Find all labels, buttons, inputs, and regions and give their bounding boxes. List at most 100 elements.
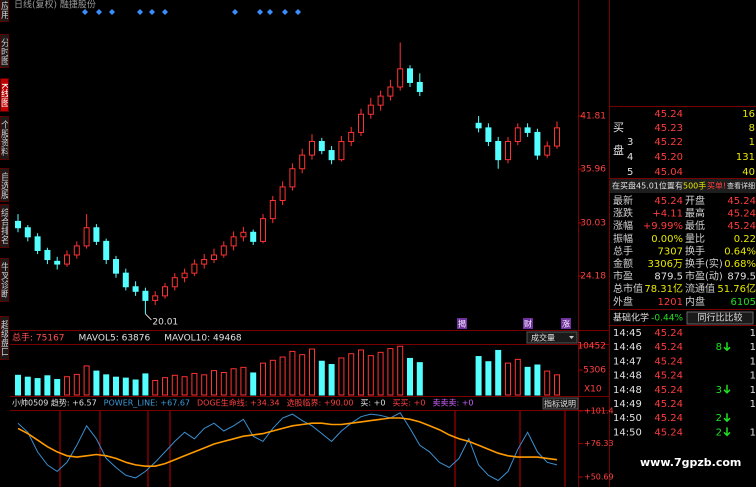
volume-bar [103, 374, 110, 396]
stat-label: 总手 [613, 244, 633, 257]
event-label: 财 [524, 319, 532, 329]
indicator-legend: POWER_LINE: +67.67 [104, 399, 190, 408]
trade-time: 14:49 [613, 399, 642, 410]
low-pointer [145, 313, 152, 321]
candle-body [318, 140, 325, 152]
stat-value: 879.5 [654, 272, 683, 283]
side-tab[interactable]: 个股资料 [0, 116, 9, 160]
event-label: 揭 [458, 319, 466, 329]
side-tab[interactable]: 自选股 [0, 168, 9, 202]
y-tick-label: +76.33 [584, 439, 614, 448]
stat-value: 7307 [658, 246, 683, 257]
volume-bar [24, 376, 31, 396]
book-side: 买 [613, 121, 624, 134]
trade-price: 45.24 [654, 413, 683, 424]
stat-label: 总市值 [613, 282, 643, 295]
volume-bar [181, 376, 188, 396]
trade-volume: 2 [716, 413, 722, 424]
sector-button[interactable] [686, 311, 754, 325]
side-tab[interactable]: 超级盘口 [0, 316, 9, 360]
candle-body [171, 277, 178, 288]
book-level: 3 [627, 137, 633, 148]
volume-selector[interactable] [526, 331, 578, 344]
volume-bar [514, 358, 521, 396]
volume-bar [416, 362, 423, 396]
indicator-legend: 小帅0509 趋势: +6.57 [12, 398, 97, 408]
stat-value: 3306万 [648, 259, 683, 270]
indicator-legend: 买买: +0 [392, 399, 425, 408]
stat-value: 45.24 [654, 196, 683, 207]
candle-body [397, 68, 404, 88]
indicator-legend: 买: +0 [360, 399, 385, 408]
book-side: 盘 [613, 143, 624, 157]
candle-body [230, 236, 237, 247]
stat-value: 45.24 [727, 196, 756, 207]
candle-body [250, 231, 257, 242]
volume-bar [171, 374, 178, 396]
candle-body [24, 227, 31, 238]
trade-arrow [723, 427, 731, 437]
volume-bar [122, 377, 129, 396]
alert-tag: 买单! [707, 181, 726, 191]
y-tick-label: 5306 [583, 366, 606, 376]
candle-body [64, 254, 70, 265]
candle-body [162, 286, 168, 297]
volume-bar [260, 362, 266, 396]
volume-bar [358, 349, 364, 396]
trade-price: 45.24 [654, 328, 683, 339]
volume-bar [397, 345, 404, 396]
indicator-legend: 选股临界: +90.00 [287, 398, 354, 408]
candle-body [113, 259, 119, 274]
candle-body [485, 127, 492, 142]
stat-value: +9.99% [643, 221, 683, 232]
stat-label: 涨跌 [613, 207, 633, 220]
stat-label: 换手 [685, 244, 705, 257]
candle-body [309, 140, 315, 156]
volume-selector-label: 成交量 [531, 333, 555, 343]
candle-body [201, 259, 208, 265]
book-volume: 8 [749, 123, 755, 134]
indicator-line [17, 412, 558, 482]
candle-body [220, 245, 227, 256]
volume-bar [475, 356, 482, 396]
alert-link[interactable]: 查看详细 [727, 181, 755, 190]
side-tab[interactable]: 应用 [0, 0, 9, 22]
volume-bar [73, 373, 80, 396]
candle-body [387, 86, 394, 97]
candle-body [328, 150, 335, 161]
y-tick-label: +101.4 [584, 406, 614, 415]
stat-label: 金额 [613, 257, 633, 270]
alert-qty: 500手 [683, 181, 706, 191]
side-tab[interactable]: 分时图 [0, 34, 9, 68]
side-tab[interactable]: 牛叉诊断 [0, 258, 9, 302]
stat-label: 振幅 [613, 232, 633, 245]
volume-bar [534, 364, 541, 396]
side-tab[interactable]: K线图 [0, 78, 9, 112]
alert-bar [610, 179, 756, 193]
trade-count: 1 [750, 356, 756, 367]
side-tab[interactable]: 综合排名 [0, 204, 9, 248]
candle-body [289, 168, 296, 188]
stat-value: 0.68% [724, 259, 756, 270]
volume-bar [211, 370, 217, 396]
candle-body [73, 245, 80, 256]
candle-body [407, 68, 413, 83]
trade-count: 1 [750, 385, 756, 396]
trade-price: 45.24 [654, 371, 683, 382]
stat-value: 0.22 [734, 234, 756, 245]
y-tick-label: 30.03 [580, 218, 606, 228]
candle-body [54, 260, 61, 265]
candle-body [495, 140, 502, 161]
book-volume: 16 [742, 109, 755, 120]
volume-bar [15, 374, 21, 396]
candle-body [279, 186, 286, 202]
volume-bar [387, 348, 394, 396]
trade-price: 45.24 [654, 385, 683, 396]
stat-label: 市盈 [613, 270, 633, 283]
indicator-help[interactable] [542, 397, 579, 410]
trade-time: 14:48 [613, 371, 642, 382]
book-volume: 131 [736, 152, 755, 163]
book-price: 45.20 [654, 152, 683, 163]
frames [10, 0, 756, 487]
